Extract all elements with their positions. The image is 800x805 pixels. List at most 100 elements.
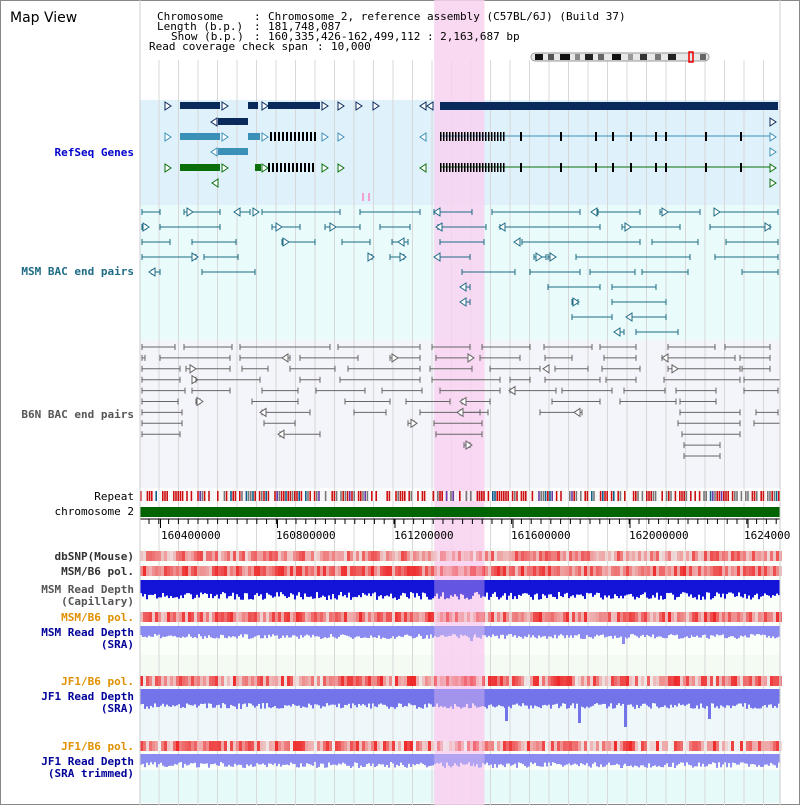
msm-sra-depth-bar — [746, 626, 748, 638]
msm-sra-depth-bar — [142, 626, 144, 637]
repeat-element — [694, 491, 696, 501]
msm-capillary-depth-bar — [374, 580, 376, 593]
jf1-trim-depth-bar — [344, 754, 346, 764]
msm-capillary-depth-bar — [550, 580, 552, 595]
length-label: Length (b.p.) — [157, 20, 244, 33]
jf1-b6-pol-heat-cell — [647, 741, 650, 751]
jf1-trim-depth-bar — [606, 754, 608, 765]
msm-sra-depth-bar — [530, 626, 532, 638]
jf1-b6-pol-heat-cell — [242, 676, 245, 686]
msm-sra-depth-bar — [616, 626, 618, 639]
msm-capillary-depth-bar — [634, 580, 636, 600]
msm-b6-pol-heat-cell — [278, 612, 281, 622]
refseq-exon — [482, 163, 484, 172]
jf1-trim-depth-bar — [236, 754, 238, 766]
jf1-sra-depth-bar — [472, 689, 474, 704]
jf1-trim-depth-bar — [582, 754, 584, 765]
jf1-b6-pol-heat-cell — [239, 741, 242, 751]
jf1-trim-depth-bar — [526, 754, 528, 768]
jf1-sra-depth-bar — [610, 689, 612, 704]
show-colon: : — [254, 30, 261, 43]
msm-sra-depth-bar — [418, 626, 420, 635]
msm-capillary-depth-bar — [236, 580, 238, 595]
jf1-sra-depth-bar — [744, 689, 746, 704]
dbsnp-heat-cell — [347, 551, 350, 561]
msm-sra-depth-bar — [314, 626, 316, 637]
jf1-trim-depth-bar — [740, 754, 742, 763]
msm-b6-pol-heat-cell — [773, 612, 776, 622]
msm-capillary-depth-bar — [192, 580, 194, 600]
jf1-sra-depth-bar — [622, 689, 624, 704]
jf1-sra-depth-bar — [400, 689, 402, 704]
msm-sra-depth-bar — [240, 626, 242, 635]
msm-b6-pol-heat-cell — [590, 612, 593, 622]
dbsnp-heat-cell — [641, 551, 644, 561]
show-value: 160,335,426-162,499,112 : 2,163,687 bp — [268, 30, 520, 43]
jf1-sra-depth-bar — [520, 689, 522, 707]
msm-capillary-depth-bar — [620, 580, 622, 596]
msm-sra-depth-bar — [144, 626, 146, 637]
jf1-b6-pol-heat-cell — [698, 676, 701, 686]
jf1-b6-pol-heat-cell — [740, 676, 743, 686]
msm-sra-depth-bar — [734, 626, 736, 638]
msm-capillary-depth-bar — [314, 580, 316, 599]
msm-capillary-depth-bar — [584, 580, 586, 599]
msm-capillary-depth-bar — [636, 580, 638, 597]
msm-sra-depth-bar — [774, 626, 776, 639]
repeat-element — [261, 491, 263, 501]
msm-bac-pair-arrow-icon — [590, 207, 598, 217]
msm-b6-pol-heat-cell — [329, 566, 332, 576]
repeat-element — [617, 491, 619, 501]
jf1-b6-pol-heat-cell — [272, 741, 275, 751]
msm-sra-depth-bar — [196, 626, 198, 639]
jf1-b6-pol-heat-cell — [533, 741, 536, 751]
repeat-element — [338, 491, 340, 501]
jf1-sra-depth-bar — [612, 689, 614, 709]
msm-sra-depth-bar — [536, 626, 538, 639]
jf1-b6-pol-heat-cell — [386, 741, 389, 751]
jf1-sra-depth-bar — [254, 689, 256, 708]
repeat-element — [564, 491, 567, 501]
msm-sra-depth-bar — [644, 626, 646, 638]
dbsnp-heat-cell — [467, 551, 470, 561]
jf1-trim-depth-bar — [486, 754, 488, 763]
refseq-exon — [446, 163, 448, 172]
jf1-b6-pol-heat-cell — [758, 741, 761, 751]
msm-b6-pol-heat-cell — [209, 566, 212, 576]
jf1-trim-depth-bar — [730, 754, 732, 768]
jf1-sra-depth-bar — [468, 689, 470, 709]
jf1-sra-depth-bar — [464, 689, 466, 708]
jf1-b6-pol-heat-cell — [689, 741, 692, 751]
msm-b6-pol-heat-cell — [494, 566, 497, 576]
msm-capillary-depth-bar — [184, 580, 186, 595]
repeat-element — [676, 491, 679, 501]
jf1-trim-depth-bar — [616, 754, 618, 764]
repeat-element — [393, 491, 395, 501]
msm-sra-depth-bar — [330, 626, 332, 635]
dbsnp-heat-cell — [713, 551, 716, 561]
msm-b6-pol-heat-cell — [233, 612, 236, 622]
jf1-b6-pol-heat-cell — [344, 676, 347, 686]
refseq-exon — [464, 163, 466, 172]
msm-sra-depth-bar — [612, 626, 614, 639]
jf1-b6-pol-heat-cell — [362, 676, 365, 686]
msm-b6-pol-heat-cell — [725, 566, 728, 576]
msm-sra-depth-bar — [332, 626, 334, 637]
jf1-sra-depth-bar — [702, 689, 704, 708]
jf1-sra-depth-bar — [476, 689, 478, 708]
jf1-sra-depth-bar — [572, 689, 574, 704]
jf1-sra-depth-bar — [248, 689, 250, 704]
msm-b6-pol-heat-cell — [266, 612, 269, 622]
repeat-element — [179, 491, 182, 501]
repeat-element — [520, 491, 523, 501]
jf1-trim-depth-bar — [754, 754, 756, 765]
jf1-b6-pol-heat-cell — [389, 676, 392, 686]
jf1-b6-pol-heat-cell — [392, 676, 395, 686]
jf1-trim-depth-bar — [464, 754, 466, 765]
msm-b6-pol-heat-cell — [446, 566, 449, 576]
jf1-b6-pol-heat-cell — [605, 741, 608, 751]
jf1-sra-depth-bar — [498, 689, 500, 705]
msm-sra-depth-bar-spike — [622, 626, 625, 644]
dbsnp-heat-cell — [245, 551, 248, 561]
